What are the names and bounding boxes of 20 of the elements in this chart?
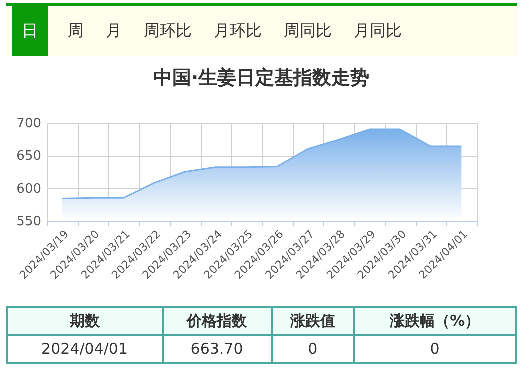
y-tick-label: 600 [16, 182, 42, 197]
y-tick-label: 700 [16, 116, 42, 132]
y-tick-label: 650 [16, 149, 42, 164]
text: 月 [106, 20, 122, 42]
text: 月环比 [214, 20, 262, 42]
y-tick-label: 550 [16, 214, 42, 230]
text: 2024/04/01 [7, 335, 163, 363]
text: 0 [354, 335, 516, 363]
text: 周 [68, 20, 84, 42]
text: 0 [272, 335, 354, 363]
text: 涨跌值 [272, 307, 354, 335]
text: 价格指数 [162, 307, 272, 335]
text: 期数 [7, 307, 163, 335]
text: 日 [12, 6, 48, 56]
text: 月同比 [354, 20, 402, 42]
chart-title: 中国·生姜日定基指数走势 [152, 66, 371, 91]
text: 周同比 [284, 20, 332, 42]
text: 663.70 [162, 335, 272, 363]
text: 周环比 [144, 20, 192, 42]
text: 涨跌幅（%） [354, 307, 516, 335]
